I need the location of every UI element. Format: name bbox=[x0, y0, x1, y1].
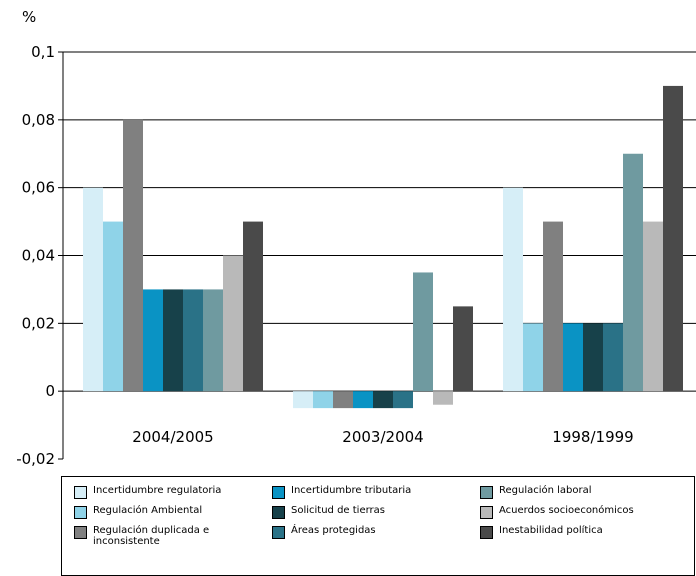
legend-label: Regulación laboral bbox=[499, 485, 592, 496]
y-tick-label: 0 bbox=[45, 382, 55, 400]
legend-item: Solicitud de tierras bbox=[272, 505, 451, 519]
bar-5-3 bbox=[583, 323, 603, 392]
bar-3-1 bbox=[123, 119, 143, 392]
bar-2-3 bbox=[523, 323, 543, 392]
legend-item: Incertidumbre tributaria bbox=[272, 485, 451, 499]
bar-4-3 bbox=[563, 323, 583, 392]
legend-swatch bbox=[480, 486, 493, 499]
legend-item: Regulación Ambiental bbox=[74, 505, 253, 519]
bar-9-1 bbox=[243, 221, 263, 392]
legend-swatch bbox=[480, 526, 493, 539]
bar-7-1 bbox=[203, 289, 223, 392]
legend-label: Inestabilidad política bbox=[499, 525, 603, 536]
bar-1-1 bbox=[83, 187, 103, 392]
legend-label: Regulación duplicada e inconsistente bbox=[93, 525, 210, 547]
legend-swatch bbox=[272, 506, 285, 519]
legend-item: Inestabilidad política bbox=[480, 525, 659, 539]
legend: Incertidumbre regulatoria Incertidumbre t… bbox=[61, 476, 695, 576]
bar-9-3 bbox=[663, 85, 683, 392]
bar-1-2 bbox=[293, 391, 313, 409]
legend-item: Regulación laboral bbox=[480, 485, 659, 499]
bar-4-2 bbox=[353, 391, 373, 409]
legend-swatch bbox=[74, 486, 87, 499]
bar-6-2 bbox=[393, 391, 413, 409]
legend-label: Incertidumbre tributaria bbox=[291, 485, 412, 496]
bar-2-2 bbox=[313, 391, 333, 409]
legend-label: Solicitud de tierras bbox=[291, 505, 385, 516]
bar-3-2 bbox=[333, 391, 353, 409]
legend-item: Acuerdos socioeconómicos bbox=[480, 505, 659, 519]
legend-swatch bbox=[272, 486, 285, 499]
bar-chart: % 0,1 0,08 0,06 0,04 0,02 0 -0,02 2004/2005 200… bbox=[16, 8, 696, 468]
y-tick-label: 0,06 bbox=[22, 179, 55, 197]
category-label: 1998/1999 bbox=[552, 428, 633, 446]
y-tick-label: 0,1 bbox=[31, 43, 55, 61]
bar-7-3 bbox=[623, 153, 643, 392]
bar-1-3 bbox=[503, 187, 523, 392]
bar-8-2 bbox=[433, 391, 453, 405]
bar-9-2 bbox=[453, 306, 473, 392]
bar-5-2 bbox=[373, 391, 393, 409]
legend-label: Incertidumbre regulatoria bbox=[93, 485, 222, 496]
bar-8-1 bbox=[223, 255, 243, 392]
legend-label: Acuerdos socioeconómicos bbox=[499, 505, 634, 516]
legend-item: Regulación duplicada e inconsistente bbox=[74, 525, 253, 547]
y-tick-label: 0,04 bbox=[22, 247, 55, 265]
bar-7-2 bbox=[413, 272, 433, 392]
legend-label: Áreas protegidas bbox=[291, 525, 376, 536]
bar-5-1 bbox=[163, 289, 183, 392]
legend-item: Áreas protegidas bbox=[272, 525, 451, 539]
bar-8-3 bbox=[643, 221, 663, 392]
legend-item: Incertidumbre regulatoria bbox=[74, 485, 253, 499]
legend-swatch bbox=[74, 506, 87, 519]
bar-2-1 bbox=[103, 221, 123, 392]
y-tick-label: 0,02 bbox=[22, 314, 55, 332]
y-tick-label: 0,08 bbox=[22, 111, 55, 129]
y-tick-label: -0,02 bbox=[16, 450, 55, 468]
legend-swatch bbox=[480, 506, 493, 519]
category-label: 2003/2004 bbox=[342, 428, 423, 446]
legend-swatch bbox=[74, 526, 87, 539]
legend-label: Regulación Ambiental bbox=[93, 505, 203, 516]
legend-swatch bbox=[272, 526, 285, 539]
category-label: 2004/2005 bbox=[132, 428, 213, 446]
y-unit-label: % bbox=[22, 8, 36, 26]
bar-4-1 bbox=[143, 289, 163, 392]
bar-6-1 bbox=[183, 289, 203, 392]
bar-3-3 bbox=[543, 221, 563, 392]
bar-6-3 bbox=[603, 323, 623, 392]
